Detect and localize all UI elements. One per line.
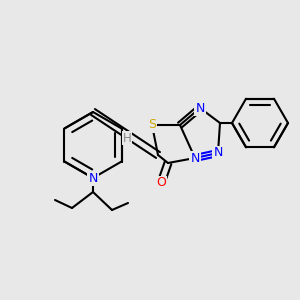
Text: N: N [190, 152, 200, 164]
Text: O: O [156, 176, 166, 190]
Text: N: N [88, 172, 98, 184]
Text: N: N [195, 101, 205, 115]
Text: S: S [148, 118, 156, 131]
Text: N: N [213, 146, 223, 160]
Text: H: H [123, 131, 131, 145]
